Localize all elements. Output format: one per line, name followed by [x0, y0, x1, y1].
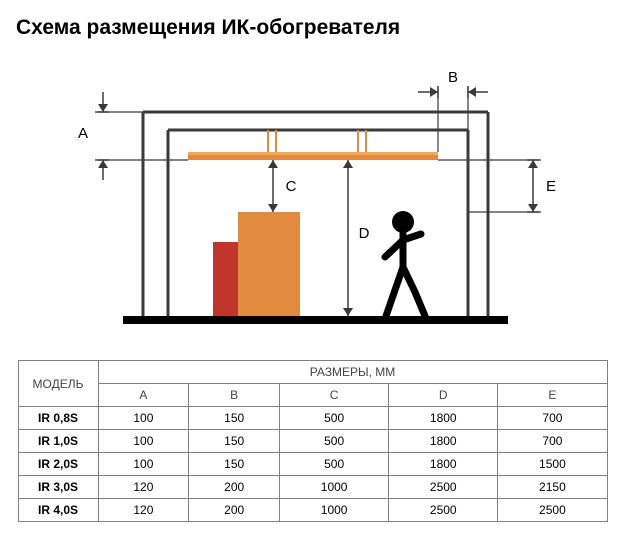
table-row: IR 0,8S1001505001800700	[18, 407, 607, 430]
value-cell: 150	[189, 453, 280, 476]
placement-diagram: A B C D E	[18, 52, 608, 352]
value-cell: 100	[98, 453, 189, 476]
table-row: IR 1,0S1001505001800700	[18, 430, 607, 453]
value-cell: 2500	[498, 499, 607, 522]
model-cell: IR 2,0S	[18, 453, 98, 476]
svg-text:C: C	[285, 178, 296, 195]
model-cell: IR 1,0S	[18, 430, 98, 453]
col-D: D	[389, 384, 498, 407]
value-cell: 700	[498, 407, 607, 430]
value-cell: 100	[98, 430, 189, 453]
svg-text:D: D	[358, 225, 369, 242]
col-model: МОДЕЛЬ	[18, 361, 98, 407]
svg-text:B: B	[447, 69, 457, 86]
table-row: IR 2,0S10015050018001500	[18, 453, 607, 476]
value-cell: 700	[498, 430, 607, 453]
col-E: E	[498, 384, 607, 407]
value-cell: 1500	[498, 453, 607, 476]
value-cell: 2150	[498, 476, 607, 499]
svg-text:A: A	[77, 125, 87, 142]
svg-text:E: E	[545, 178, 555, 195]
table-row: IR 4,0S120200100025002500	[18, 499, 607, 522]
value-cell: 150	[189, 430, 280, 453]
value-cell: 2500	[389, 476, 498, 499]
col-dims-group: РАЗМЕРЫ, ММ	[98, 361, 607, 384]
model-cell: IR 3,0S	[18, 476, 98, 499]
value-cell: 150	[189, 407, 280, 430]
value-cell: 120	[98, 499, 189, 522]
table-row: IR 3,0S120200100025002150	[18, 476, 607, 499]
value-cell: 1800	[389, 407, 498, 430]
value-cell: 1800	[389, 453, 498, 476]
value-cell: 1000	[280, 499, 389, 522]
value-cell: 1800	[389, 430, 498, 453]
value-cell: 500	[280, 453, 389, 476]
page-title: Схема размещения ИК-обогревателя	[16, 16, 609, 40]
value-cell: 120	[98, 476, 189, 499]
value-cell: 1000	[280, 476, 389, 499]
value-cell: 500	[280, 407, 389, 430]
model-cell: IR 0,8S	[18, 407, 98, 430]
dimensions-table: МОДЕЛЬ РАЗМЕРЫ, ММ ABCDE IR 0,8S10015050…	[18, 360, 608, 522]
value-cell: 200	[189, 476, 280, 499]
col-B: B	[189, 384, 280, 407]
model-cell: IR 4,0S	[18, 499, 98, 522]
value-cell: 500	[280, 430, 389, 453]
col-C: C	[280, 384, 389, 407]
col-A: A	[98, 384, 189, 407]
value-cell: 200	[189, 499, 280, 522]
value-cell: 2500	[389, 499, 498, 522]
value-cell: 100	[98, 407, 189, 430]
